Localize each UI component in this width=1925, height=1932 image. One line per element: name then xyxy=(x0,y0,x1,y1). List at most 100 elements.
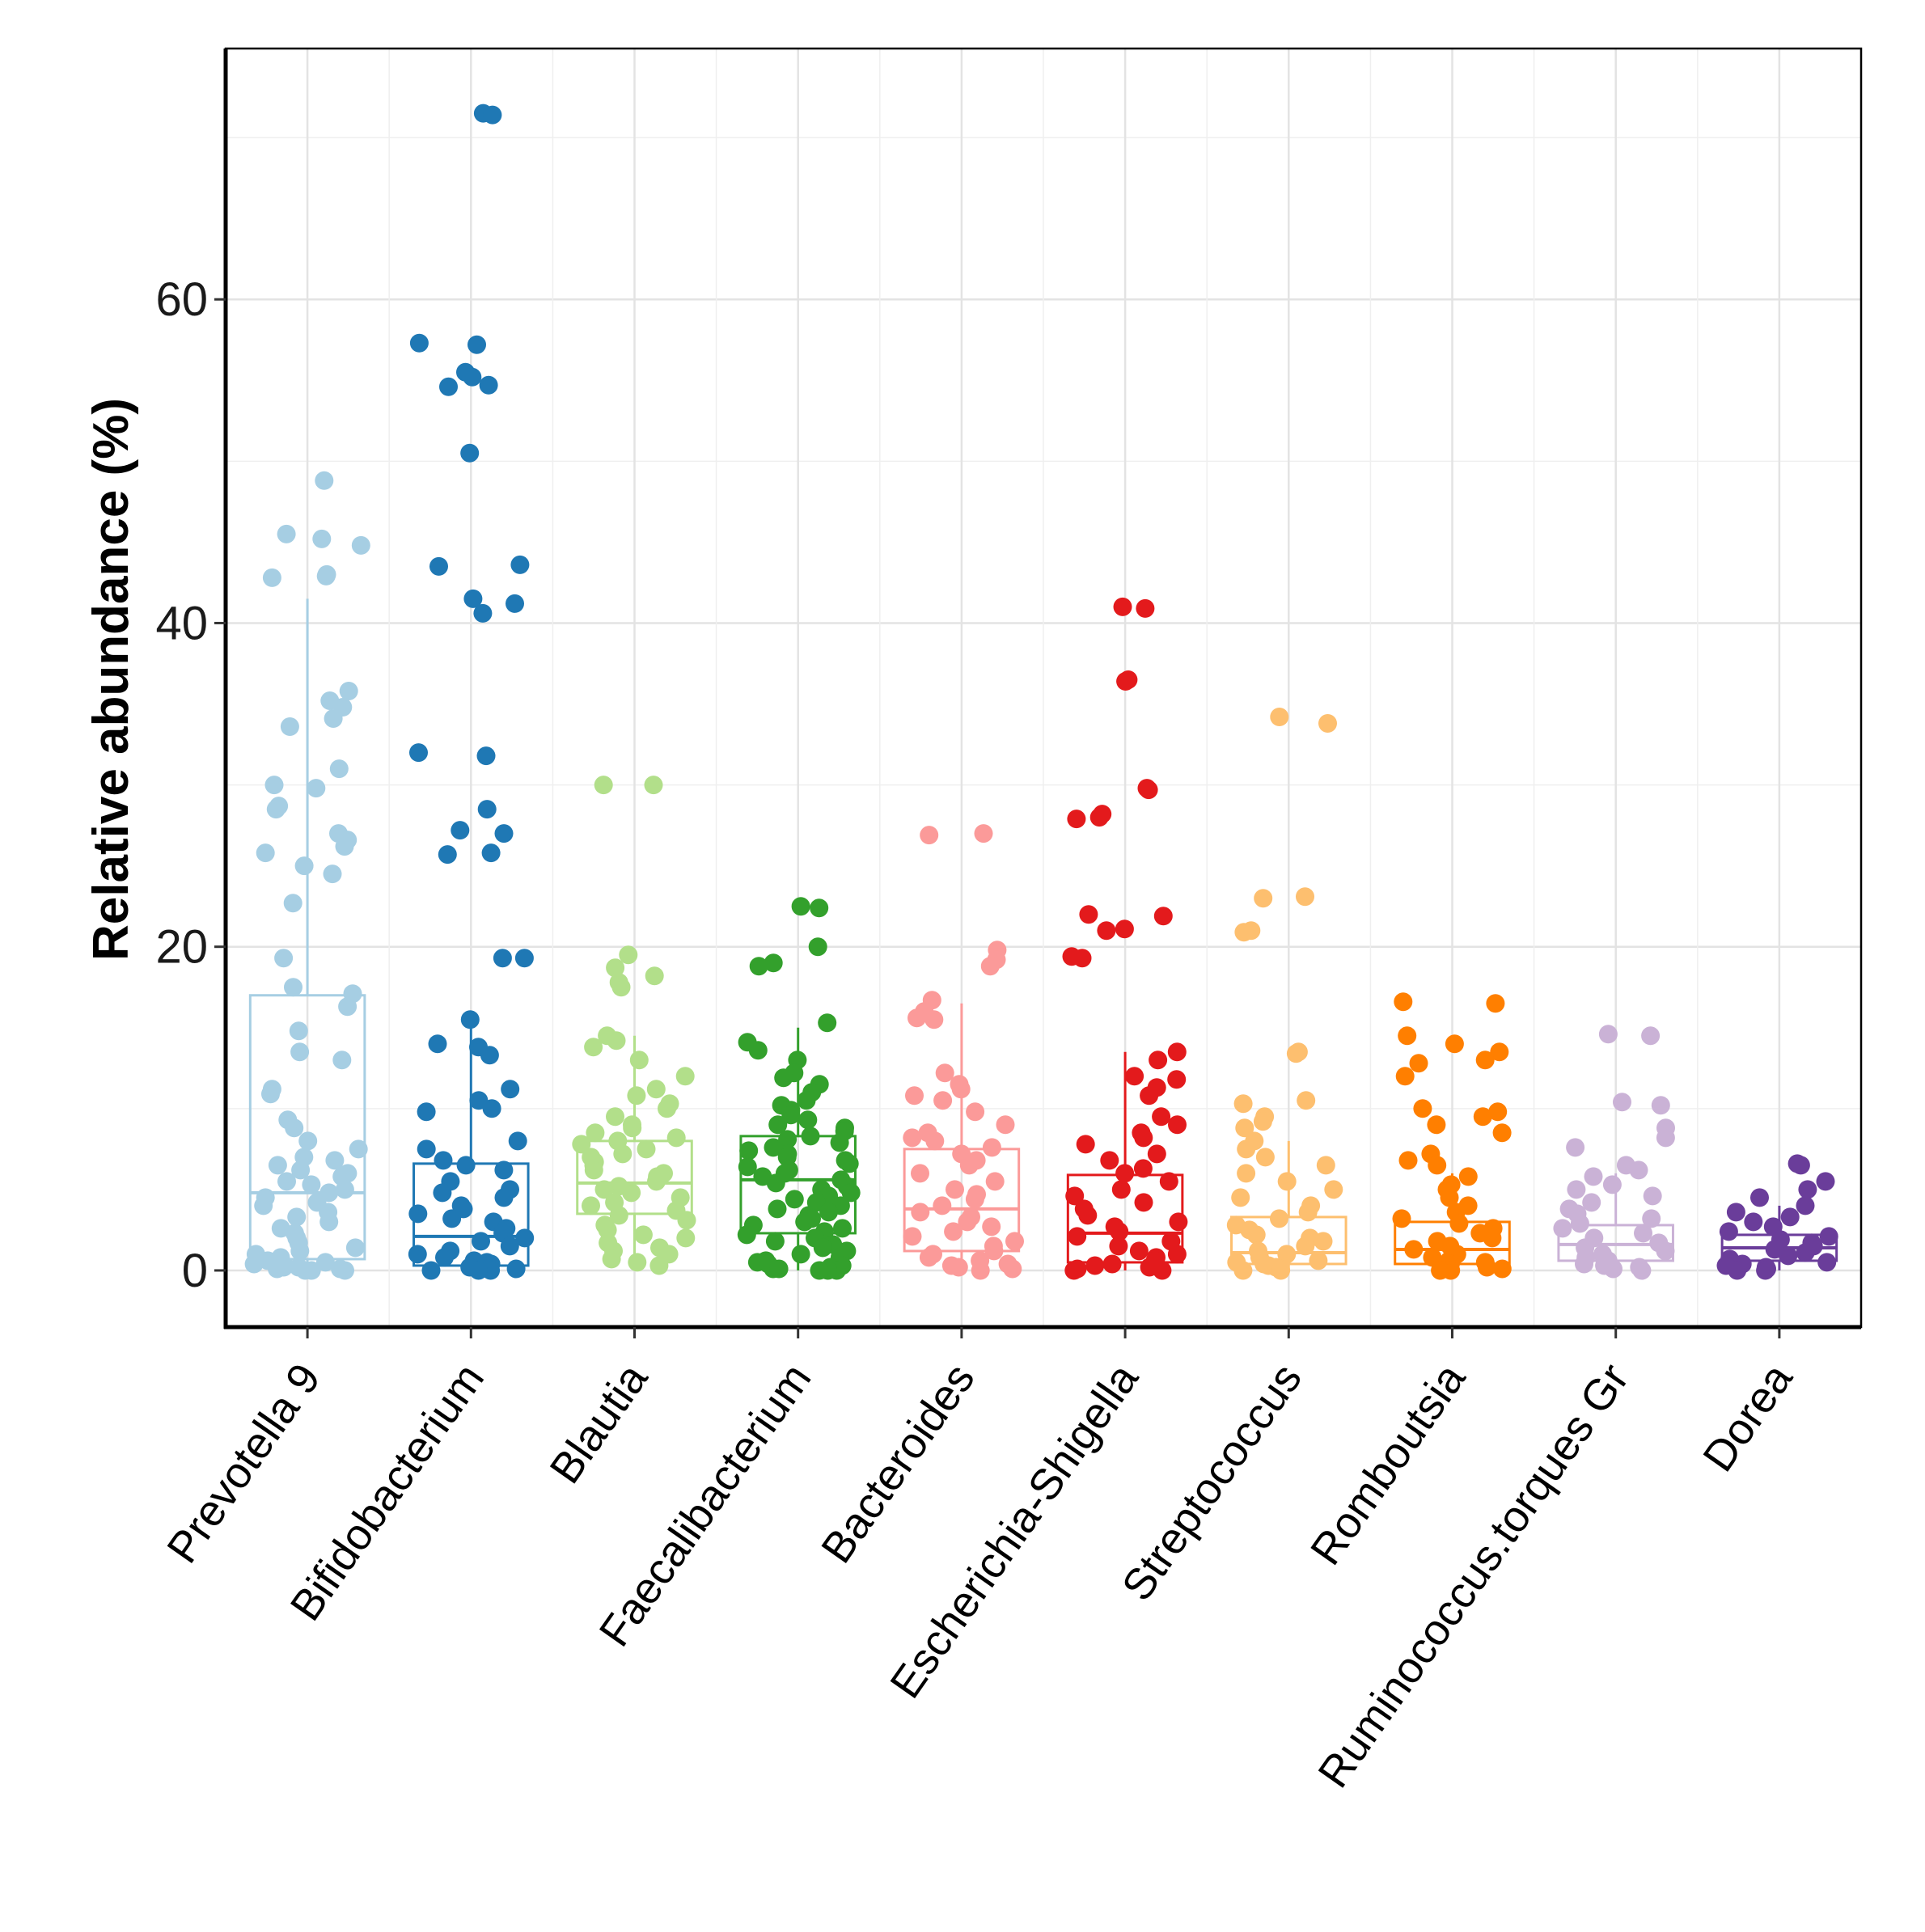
data-point xyxy=(244,1254,264,1274)
data-point xyxy=(1136,598,1155,618)
data-point xyxy=(1125,1067,1144,1086)
data-point xyxy=(409,333,429,353)
data-point xyxy=(1065,1186,1085,1206)
data-point xyxy=(254,1196,273,1215)
data-point xyxy=(920,826,939,845)
data-point xyxy=(611,978,631,997)
data-point xyxy=(1490,1042,1509,1062)
x-tick-label: Prevotella 9 xyxy=(158,1355,330,1571)
data-point xyxy=(1629,1160,1648,1180)
data-point xyxy=(1110,1222,1129,1241)
data-point xyxy=(315,1253,335,1272)
data-point xyxy=(1475,1051,1495,1070)
data-point xyxy=(1100,1151,1119,1170)
data-point xyxy=(274,949,294,968)
data-point xyxy=(1072,949,1092,968)
data-point xyxy=(302,1261,321,1280)
data-point xyxy=(332,1051,352,1070)
data-point xyxy=(785,1190,804,1209)
data-point xyxy=(1817,1253,1837,1272)
data-point xyxy=(289,1021,308,1041)
jitter-points xyxy=(244,104,1838,1280)
data-point xyxy=(1428,1156,1447,1175)
data-point xyxy=(1392,1209,1411,1228)
data-point xyxy=(903,1128,922,1148)
data-point xyxy=(1791,1156,1810,1175)
data-point xyxy=(768,1115,788,1135)
data-point xyxy=(324,709,343,728)
data-point xyxy=(951,1080,971,1099)
data-point xyxy=(1298,1203,1318,1222)
data-point xyxy=(1643,1186,1662,1206)
data-point xyxy=(473,603,493,623)
data-point xyxy=(1598,1025,1618,1044)
data-point xyxy=(417,1139,436,1159)
data-point xyxy=(1409,1054,1428,1073)
data-point xyxy=(1440,1188,1459,1207)
data-point xyxy=(506,594,524,613)
data-point xyxy=(768,1199,787,1219)
data-point xyxy=(1492,1123,1512,1143)
y-tick-label: 60 xyxy=(155,273,208,326)
data-point xyxy=(798,1110,818,1130)
data-point xyxy=(791,1245,810,1264)
data-point xyxy=(985,1172,1005,1191)
data-point xyxy=(1796,1196,1815,1215)
data-point xyxy=(1064,1261,1084,1280)
data-point xyxy=(778,1130,798,1149)
data-point xyxy=(1404,1240,1424,1259)
data-point xyxy=(1297,1091,1316,1110)
data-point xyxy=(675,1067,695,1086)
data-point xyxy=(508,1131,527,1151)
data-point xyxy=(980,957,1000,976)
data-point xyxy=(677,1211,696,1230)
data-point xyxy=(609,1206,628,1225)
data-point xyxy=(434,1151,453,1170)
data-point xyxy=(594,1180,614,1199)
data-point xyxy=(1270,708,1289,726)
data-point xyxy=(319,1212,339,1232)
data-point xyxy=(1277,1245,1297,1264)
data-point xyxy=(338,997,358,1017)
data-point xyxy=(515,1228,535,1248)
data-point xyxy=(1068,1227,1087,1246)
data-point xyxy=(494,1160,514,1180)
data-point xyxy=(1449,1214,1469,1233)
data-point xyxy=(791,897,810,916)
data-point xyxy=(266,800,286,819)
data-point xyxy=(658,1099,676,1118)
data-point xyxy=(813,1238,832,1258)
data-point xyxy=(1139,780,1158,800)
data-point xyxy=(1140,1086,1159,1106)
data-point xyxy=(456,1156,476,1175)
data-point xyxy=(1632,1261,1652,1280)
data-point xyxy=(349,1139,368,1159)
data-point xyxy=(268,1259,286,1279)
data-point xyxy=(494,824,514,843)
data-point xyxy=(1779,1246,1798,1266)
data-point xyxy=(480,1046,499,1065)
data-point xyxy=(949,1258,968,1277)
box-blautia xyxy=(576,1139,693,1215)
data-point xyxy=(737,1225,756,1245)
data-point xyxy=(1111,1180,1131,1199)
data-point xyxy=(584,1038,603,1057)
data-point xyxy=(1445,1034,1464,1054)
data-point xyxy=(607,1031,626,1051)
data-point xyxy=(1567,1180,1586,1199)
data-point xyxy=(335,837,354,856)
data-point xyxy=(666,1128,686,1148)
data-point xyxy=(766,1173,785,1193)
data-point xyxy=(646,1080,666,1099)
data-point xyxy=(429,556,448,576)
data-point xyxy=(339,682,358,700)
data-point xyxy=(506,1259,526,1279)
data-point xyxy=(1613,1093,1631,1112)
data-point xyxy=(633,1225,653,1245)
data-point xyxy=(996,1115,1015,1135)
data-point xyxy=(514,949,534,968)
data-point xyxy=(1642,1209,1661,1228)
data-point xyxy=(345,1238,365,1258)
